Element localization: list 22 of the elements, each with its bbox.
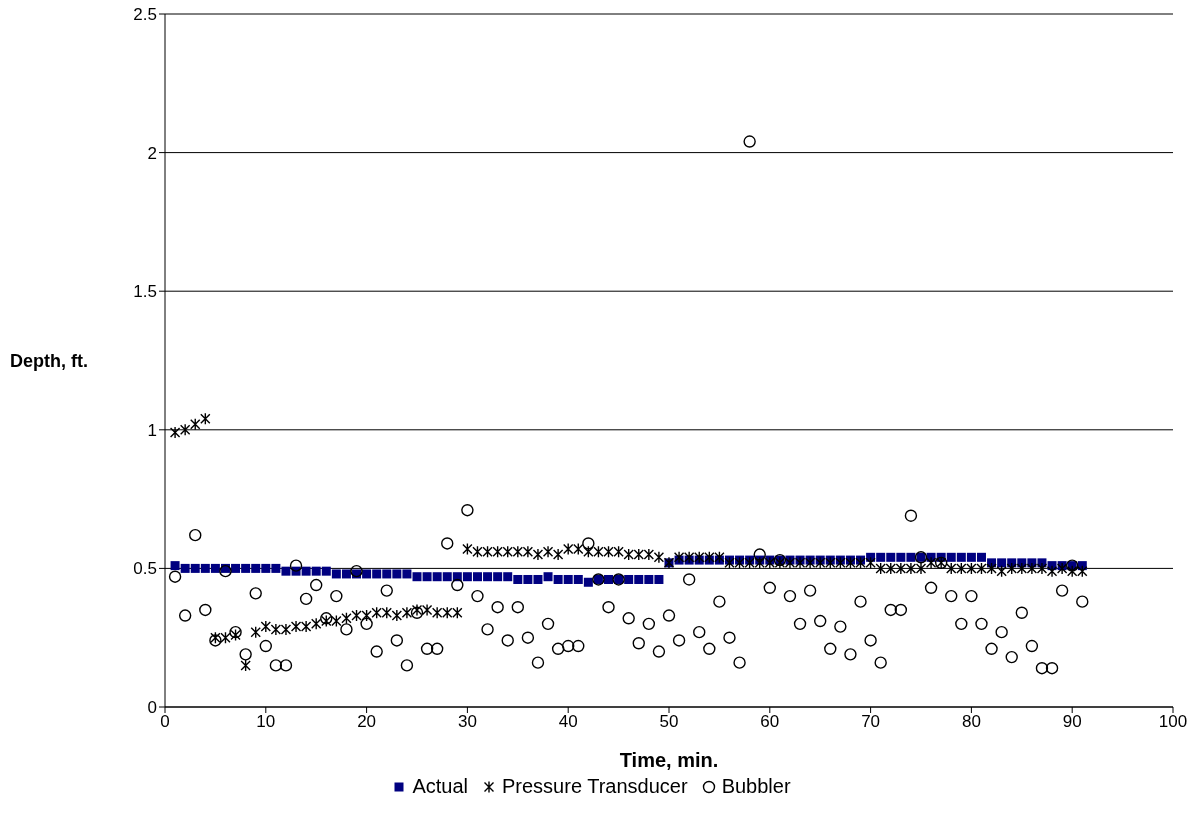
legend-label: Actual [411, 775, 468, 798]
x-tick-label: 0 [160, 712, 170, 732]
x-tick-label: 50 [659, 712, 679, 732]
x-tick-label: 90 [1062, 712, 1082, 732]
x-tick-label: 60 [760, 712, 780, 732]
y-tick-label: 1.5 [133, 282, 157, 302]
x-tick-label: 80 [961, 712, 981, 732]
y-tick-label: 0.5 [133, 559, 157, 579]
y-axis-title: Depth, ft. [10, 350, 88, 371]
x-tick-label: 20 [357, 712, 377, 732]
x-tick-label: 100 [1158, 712, 1188, 732]
x-tick-label: 10 [256, 712, 276, 732]
y-tick-label: 0 [147, 698, 157, 718]
y-tick-label: 2 [147, 143, 157, 163]
x-tick-label: 40 [558, 712, 578, 732]
y-tick-label: 2.5 [133, 5, 157, 25]
x-tick-label: 30 [457, 712, 477, 732]
x-axis-title: Time, min. [619, 749, 719, 771]
legend-label: Pressure Transducer [501, 775, 688, 798]
legend-label: Bubbler [720, 775, 791, 798]
y-tick-label: 1 [147, 420, 157, 440]
x-tick-label: 70 [861, 712, 881, 732]
